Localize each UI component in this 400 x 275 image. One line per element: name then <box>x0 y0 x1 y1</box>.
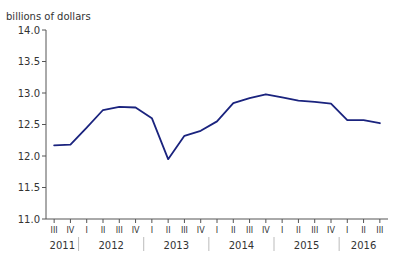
y-tick-label: 11.5 <box>18 182 40 193</box>
plot-area <box>54 94 380 159</box>
x-tick-label: II <box>166 226 171 235</box>
x-tick <box>119 219 120 223</box>
x-tick <box>265 219 266 223</box>
y-tick <box>42 124 46 125</box>
year-label: 2011 <box>50 240 75 251</box>
x-tick-label: IV <box>327 226 335 235</box>
y-tick <box>42 156 46 157</box>
x-tick <box>217 219 218 223</box>
x-tick-label: IV <box>197 226 205 235</box>
x-tick-label: IV <box>132 226 140 235</box>
y-tick <box>42 61 46 62</box>
x-tick <box>233 219 234 223</box>
x-tick <box>103 219 104 223</box>
year-label: 2014 <box>229 240 254 251</box>
x-tick-label: I <box>86 226 88 235</box>
x-tick <box>184 219 185 223</box>
x-tick-label: I <box>281 226 283 235</box>
x-tick-label: III <box>376 226 383 235</box>
x-tick <box>379 219 380 223</box>
y-tick-label: 11.0 <box>18 214 40 225</box>
x-tick-label: I <box>151 226 153 235</box>
y-axis-label: billions of dollars <box>6 11 91 22</box>
x-tick <box>331 219 332 223</box>
x-tick-label: II <box>361 226 366 235</box>
chart: 11.011.512.012.513.013.514.0IIIIVIIIIIII… <box>0 0 400 275</box>
x-tick-label: II <box>101 226 106 235</box>
year-separator <box>143 237 144 251</box>
x-tick-label: II <box>231 226 236 235</box>
x-tick-label: III <box>181 226 188 235</box>
year-separator <box>274 237 275 251</box>
x-tick <box>168 219 169 223</box>
x-tick <box>249 219 250 223</box>
y-tick-label: 12.5 <box>18 119 40 130</box>
x-tick-label: III <box>311 226 318 235</box>
x-tick-label: I <box>216 226 218 235</box>
y-tick <box>42 93 46 94</box>
x-tick-label: III <box>116 226 123 235</box>
year-label: 2015 <box>294 240 319 251</box>
x-tick-label: III <box>246 226 253 235</box>
x-tick <box>135 219 136 223</box>
y-tick <box>42 187 46 188</box>
x-tick-label: IV <box>262 226 270 235</box>
x-tick <box>298 219 299 223</box>
x-tick-label: II <box>296 226 301 235</box>
x-tick <box>200 219 201 223</box>
year-label: 2013 <box>164 240 189 251</box>
x-tick <box>347 219 348 223</box>
x-tick <box>363 219 364 223</box>
year-separator <box>78 237 79 251</box>
x-tick-label: IV <box>67 226 75 235</box>
year-separator <box>339 237 340 251</box>
y-tick-label: 12.0 <box>18 151 40 162</box>
x-tick <box>86 219 87 223</box>
x-tick <box>282 219 283 223</box>
year-label: 2016 <box>351 240 376 251</box>
x-tick-label: I <box>346 226 348 235</box>
x-tick-label: III <box>51 226 58 235</box>
y-tick <box>42 219 46 220</box>
y-tick-label: 13.5 <box>18 56 40 67</box>
data-line <box>54 94 380 159</box>
x-tick <box>70 219 71 223</box>
y-tick <box>42 30 46 31</box>
year-separator <box>208 237 209 251</box>
y-tick-label: 13.0 <box>18 88 40 99</box>
x-tick <box>151 219 152 223</box>
y-tick-label: 14.0 <box>18 25 40 36</box>
x-tick <box>54 219 55 223</box>
year-label: 2012 <box>98 240 123 251</box>
x-tick <box>314 219 315 223</box>
